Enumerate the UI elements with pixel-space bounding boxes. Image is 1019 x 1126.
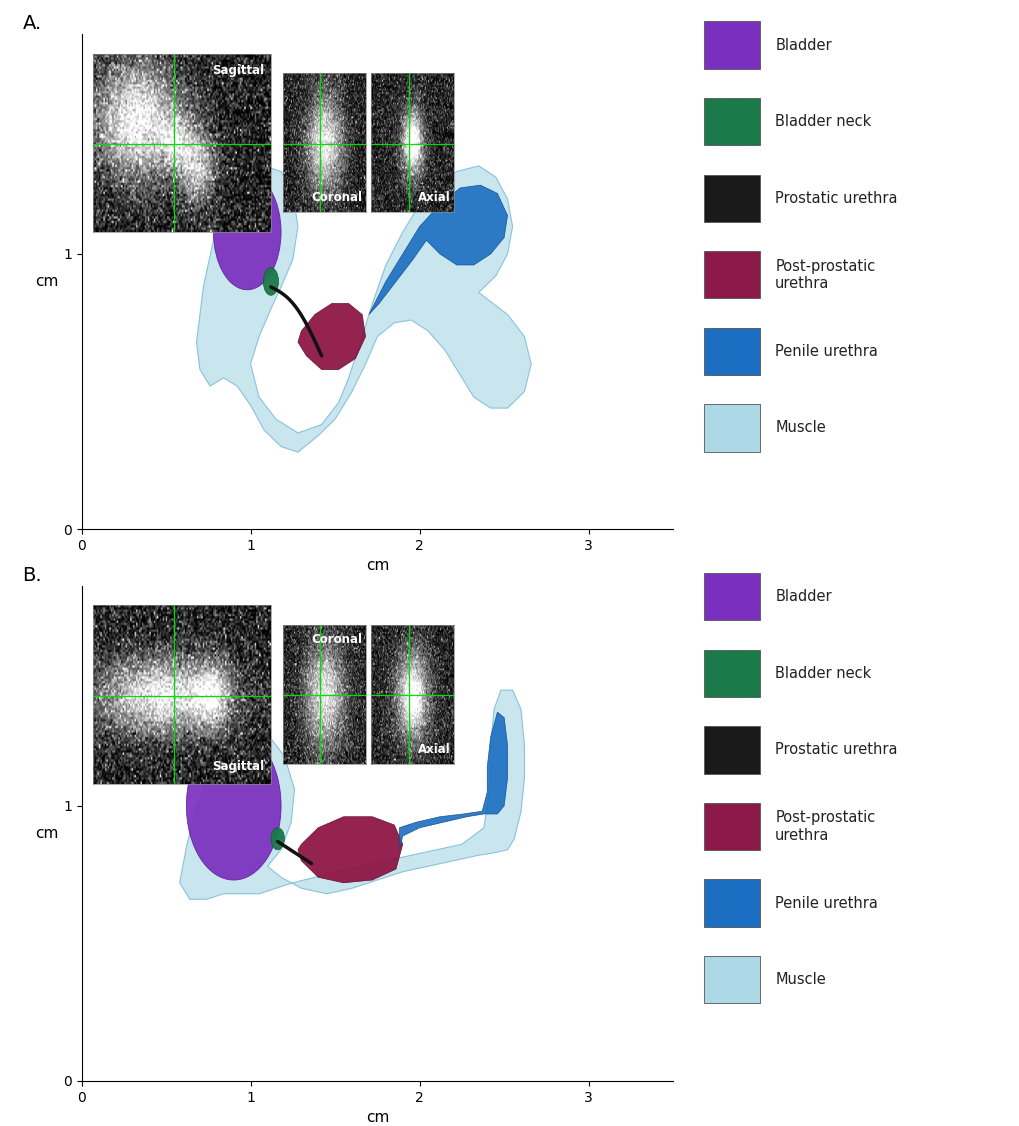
Text: B.: B. (22, 565, 42, 584)
Y-axis label: cm: cm (35, 274, 58, 289)
Y-axis label: cm: cm (35, 825, 58, 841)
Ellipse shape (213, 175, 281, 289)
Text: Bladder: Bladder (774, 589, 832, 605)
X-axis label: cm: cm (366, 558, 388, 573)
Text: Penile urethra: Penile urethra (774, 895, 877, 911)
Text: Muscle: Muscle (774, 420, 825, 436)
Text: Penile urethra: Penile urethra (774, 343, 877, 359)
Polygon shape (298, 816, 403, 883)
Text: Muscle: Muscle (774, 972, 825, 988)
Ellipse shape (271, 828, 284, 850)
Text: A.: A. (22, 14, 42, 33)
Polygon shape (298, 304, 365, 369)
Text: Bladder neck: Bladder neck (774, 114, 870, 129)
Polygon shape (399, 712, 507, 850)
Text: Post-prostatic
urethra: Post-prostatic urethra (774, 811, 874, 842)
Text: Bladder: Bladder (774, 37, 832, 53)
Text: Prostatic urethra: Prostatic urethra (774, 190, 897, 206)
Ellipse shape (263, 268, 278, 295)
Text: Prostatic urethra: Prostatic urethra (774, 742, 897, 758)
Polygon shape (369, 185, 507, 314)
Polygon shape (179, 690, 524, 900)
Text: Post-prostatic
urethra: Post-prostatic urethra (774, 259, 874, 291)
Text: Bladder neck: Bladder neck (774, 665, 870, 681)
Polygon shape (197, 166, 531, 453)
X-axis label: cm: cm (366, 1110, 388, 1125)
Ellipse shape (186, 732, 281, 881)
